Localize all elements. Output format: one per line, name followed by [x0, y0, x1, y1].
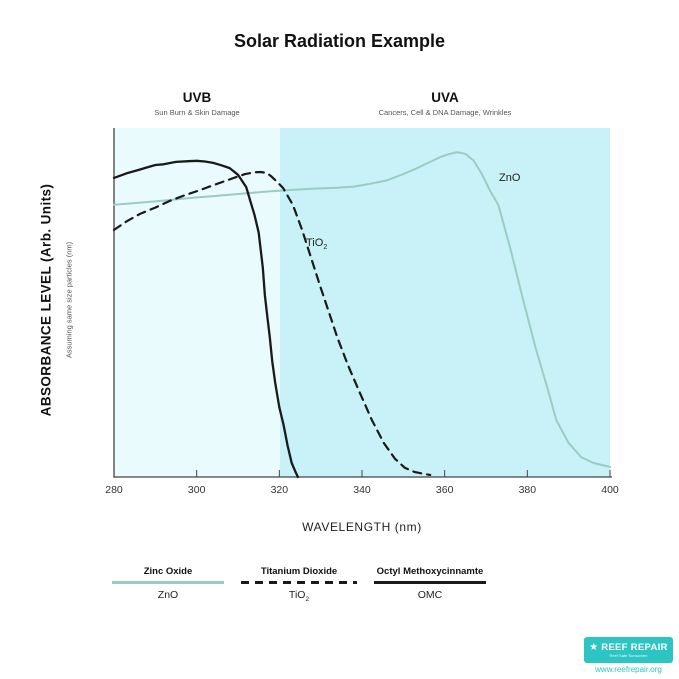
- legend-line-swatch: [112, 581, 224, 584]
- legend-line-swatch: [241, 581, 357, 584]
- legend-name: Titanium Dioxide: [260, 566, 338, 577]
- legend-name: Zinc Oxide: [143, 566, 193, 577]
- uva-background-band: [280, 128, 610, 477]
- x-tick-label: 320: [270, 484, 289, 496]
- x-tick-label: 400: [601, 484, 619, 496]
- page-title: Solar Radiation Example: [233, 31, 446, 51]
- legend-formula: TiO2: [288, 588, 310, 603]
- x-tick-label: 280: [105, 484, 123, 496]
- x-tick-label: 360: [435, 484, 454, 496]
- legend: Zinc Oxide ZnO Titanium Dioxide TiO2 Oct…: [112, 566, 486, 603]
- legend-item: Zinc Oxide ZnO: [112, 566, 224, 603]
- uva-region-header: UVA Cancers, Cell & DNA Damage, Wrinkles: [280, 90, 610, 117]
- legend-line-swatch: [374, 581, 486, 584]
- x-tick-label: 300: [187, 484, 206, 496]
- reef-repair-logo: ★ REEF REPAIR Reef Safe Sunscreen: [584, 637, 673, 663]
- uvb-label: UVB: [182, 90, 212, 105]
- legend-formula: ZnO: [157, 588, 179, 601]
- uva-sublabel: Cancers, Cell & DNA Damage, Wrinkles: [378, 108, 512, 117]
- star-icon: ★: [589, 641, 599, 653]
- zno-curve-label: ZnO: [499, 172, 521, 184]
- x-tick-label: 340: [353, 484, 371, 496]
- brand-url-link[interactable]: www.reefrepair.org: [595, 665, 662, 674]
- legend-name: Octyl Methoxycinnamte: [376, 566, 484, 577]
- uvb-sublabel: Sun Burn & Skin Damage: [154, 108, 240, 117]
- x-axis-tick-labels: 280 300 320 340 360 380 400: [0, 484, 679, 498]
- legend-formula: OMC: [417, 588, 443, 601]
- tio2-curve-label: TiO2: [306, 237, 328, 252]
- y-axis-subtitle: Assuming same size particles (nm): [64, 241, 74, 359]
- brand-row: ★ REEF REPAIR: [589, 641, 668, 653]
- uvb-background-band: [114, 128, 280, 477]
- y-axis-title: ABSORBANCE LEVEL (Arb. Units): [38, 183, 54, 417]
- uva-label: UVA: [431, 90, 459, 105]
- x-tick-label: 380: [518, 484, 537, 496]
- brand-name: REEF REPAIR: [601, 641, 668, 653]
- x-axis-title: WAVELENGTH (nm): [302, 520, 422, 534]
- brand-tagline: Reef Safe Sunscreen: [609, 652, 648, 658]
- legend-item: Octyl Methoxycinnamte OMC: [374, 566, 486, 603]
- uvb-region-header: UVB Sun Burn & Skin Damage: [114, 90, 280, 117]
- legend-item: Titanium Dioxide TiO2: [241, 566, 357, 603]
